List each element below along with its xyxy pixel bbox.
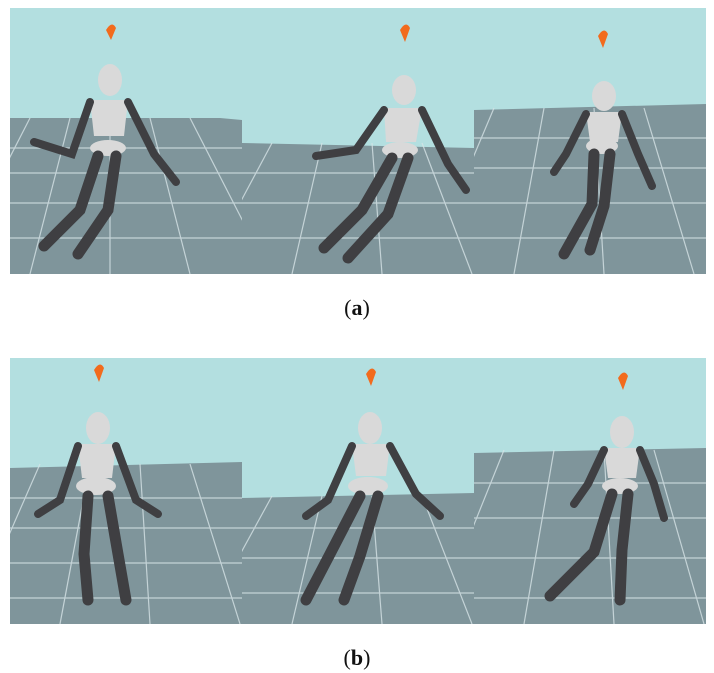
target-marker-icon <box>106 24 116 40</box>
panel-a-caption: (a) <box>344 295 370 320</box>
panel-a-frame-1 <box>10 8 242 274</box>
panel-b-caption: (b) <box>343 645 371 670</box>
robot-figure <box>300 368 444 606</box>
robot-figure <box>30 24 180 260</box>
panel-b-frame-1 <box>10 358 242 624</box>
target-marker-icon <box>598 30 608 48</box>
target-marker-icon <box>94 364 104 382</box>
robot-figure <box>34 364 162 606</box>
panel-b <box>10 358 706 624</box>
robot-figure <box>312 24 470 264</box>
robot-figure <box>544 372 668 606</box>
humanoid-render <box>10 8 242 274</box>
panel-b-frame-2 <box>242 358 474 624</box>
target-marker-icon <box>366 368 376 386</box>
target-marker-icon <box>400 24 410 42</box>
humanoid-render <box>10 358 242 624</box>
humanoid-render <box>474 358 706 624</box>
panel-b-frame-3 <box>474 358 706 624</box>
panel-a <box>10 8 706 274</box>
humanoid-render <box>474 8 706 274</box>
panel-a-frame-2 <box>242 8 474 274</box>
robot-figure <box>550 30 656 260</box>
humanoid-render <box>242 358 474 624</box>
target-marker-icon <box>618 372 628 390</box>
humanoid-render <box>242 8 474 274</box>
panel-a-frame-3 <box>474 8 706 274</box>
